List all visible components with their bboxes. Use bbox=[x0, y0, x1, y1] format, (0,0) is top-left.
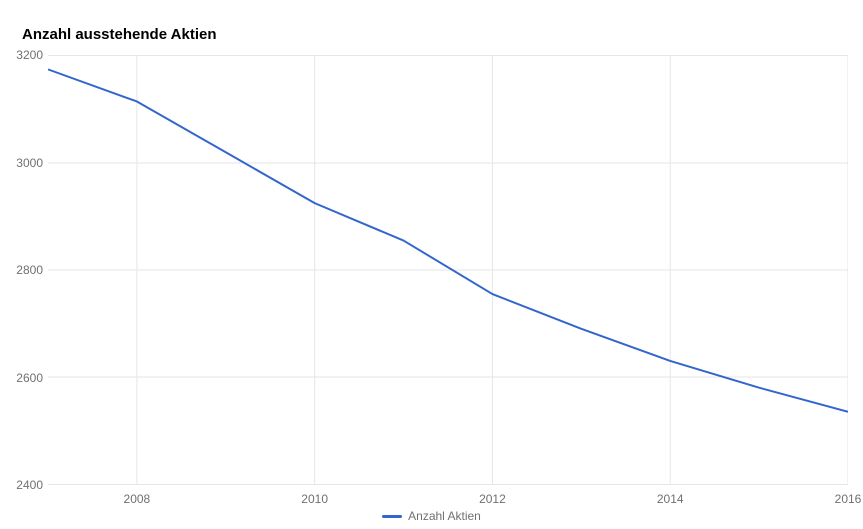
y-axis-tick-label: 2400 bbox=[3, 478, 43, 492]
legend-label: Anzahl Aktien bbox=[408, 509, 481, 523]
y-axis-tick-label: 2600 bbox=[3, 371, 43, 385]
chart-title: Anzahl ausstehende Aktien bbox=[22, 26, 217, 43]
chart-container: Anzahl ausstehende Aktien 2400 2600 2800 30… bbox=[0, 0, 863, 529]
y-axis-tick-label: 3200 bbox=[3, 48, 43, 62]
plot-area bbox=[48, 55, 848, 485]
y-axis-tick-label: 2800 bbox=[3, 263, 43, 277]
x-axis-tick-label: 2014 bbox=[657, 492, 684, 506]
legend: Anzahl Aktien bbox=[0, 508, 863, 523]
series-line bbox=[48, 69, 848, 411]
y-axis-tick-label: 3000 bbox=[3, 156, 43, 170]
x-axis-tick-label: 2016 bbox=[835, 492, 862, 506]
x-axis-tick-label: 2012 bbox=[479, 492, 506, 506]
plot-svg bbox=[48, 56, 848, 484]
x-axis-tick-label: 2010 bbox=[301, 492, 328, 506]
legend-swatch bbox=[382, 515, 402, 518]
series-lines bbox=[48, 69, 848, 411]
x-axis-tick-label: 2008 bbox=[124, 492, 151, 506]
